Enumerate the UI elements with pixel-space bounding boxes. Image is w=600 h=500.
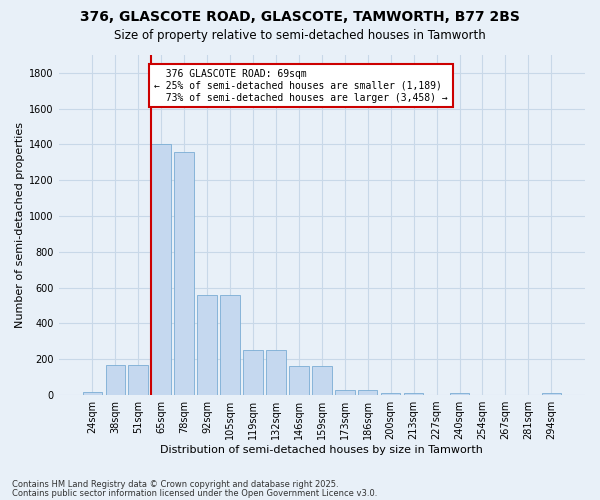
Bar — [128, 364, 148, 395]
Bar — [151, 144, 171, 395]
Bar — [83, 392, 102, 395]
Bar — [381, 394, 400, 395]
Bar — [175, 152, 194, 395]
Bar — [404, 394, 424, 395]
Text: 376 GLASCOTE ROAD: 69sqm
← 25% of semi-detached houses are smaller (1,189)
  73%: 376 GLASCOTE ROAD: 69sqm ← 25% of semi-d… — [154, 70, 448, 102]
Text: Contains HM Land Registry data © Crown copyright and database right 2025.: Contains HM Land Registry data © Crown c… — [12, 480, 338, 489]
Bar — [266, 350, 286, 395]
Text: Contains public sector information licensed under the Open Government Licence v3: Contains public sector information licen… — [12, 488, 377, 498]
Y-axis label: Number of semi-detached properties: Number of semi-detached properties — [15, 122, 25, 328]
Bar — [197, 295, 217, 395]
X-axis label: Distribution of semi-detached houses by size in Tamworth: Distribution of semi-detached houses by … — [160, 445, 483, 455]
Bar — [289, 366, 308, 395]
Bar — [542, 394, 561, 395]
Bar — [335, 390, 355, 395]
Bar — [358, 390, 377, 395]
Bar — [106, 364, 125, 395]
Text: Size of property relative to semi-detached houses in Tamworth: Size of property relative to semi-detach… — [114, 29, 486, 42]
Bar — [220, 295, 240, 395]
Text: 376, GLASCOTE ROAD, GLASCOTE, TAMWORTH, B77 2BS: 376, GLASCOTE ROAD, GLASCOTE, TAMWORTH, … — [80, 10, 520, 24]
Bar — [312, 366, 332, 395]
Bar — [243, 350, 263, 395]
Bar — [450, 394, 469, 395]
